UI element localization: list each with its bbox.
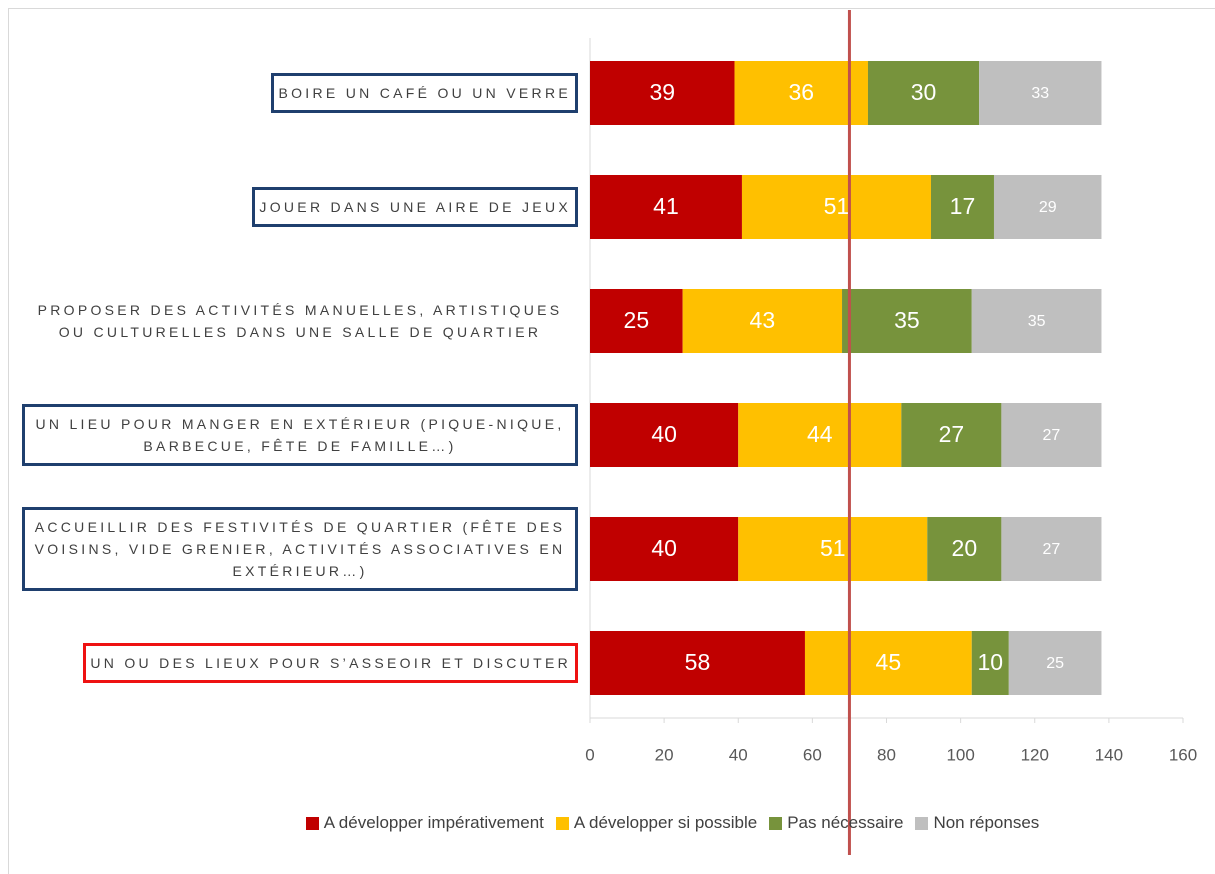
bar-segment (971, 289, 1102, 353)
data-label: 29 (1039, 199, 1057, 216)
category-label: UN LIEU POUR MANGER EN EXTÉRIEUR (PIQUE-… (22, 404, 578, 466)
x-tick-label: 140 (1095, 745, 1123, 764)
category-label: PROPOSER DES ACTIVITÉS MANUELLES, ARTIST… (37, 302, 563, 340)
bar-segment (734, 61, 868, 125)
category-label-row: BOIRE UN CAFÉ OU UN VERRE (0, 38, 578, 148)
x-tick-label: 40 (729, 745, 748, 764)
data-label: 44 (807, 421, 833, 447)
category-label: ACCUEILLIR DES FESTIVITÉS DE QUARTIER (F… (22, 507, 578, 591)
category-label: BOIRE UN CAFÉ OU UN VERRE (271, 73, 578, 113)
bar-segment (1001, 403, 1102, 467)
chart-border (8, 8, 1215, 874)
bar-segment (590, 61, 735, 125)
category-label-row: PROPOSER DES ACTIVITÉS MANUELLES, ARTIST… (0, 266, 578, 376)
bar-segment (804, 631, 972, 695)
data-label: 40 (651, 535, 677, 561)
x-tick-label: 100 (946, 745, 974, 764)
legend-item: A développer si possible (555, 813, 758, 833)
category-label-row: UN OU DES LIEUX POUR S’ASSEOIR ET DISCUT… (0, 608, 578, 718)
legend: A développer impérativement A développer … (0, 813, 1215, 833)
legend-item: A développer impérativement (305, 813, 544, 833)
bar-segment (590, 517, 739, 581)
data-label: 25 (1046, 655, 1064, 672)
data-label: 10 (977, 649, 1003, 675)
data-label: 41 (653, 193, 679, 219)
x-tick-label: 80 (877, 745, 896, 764)
bar-segment (738, 517, 928, 581)
bar-segment (738, 403, 902, 467)
legend-label: A développer si possible (573, 813, 758, 832)
x-tick-label: 20 (655, 745, 674, 764)
data-label: 25 (624, 307, 650, 333)
bar-segment (842, 289, 972, 353)
data-label: 40 (651, 421, 677, 447)
legend-swatch (555, 816, 569, 830)
bar-segment (590, 175, 742, 239)
data-label: 33 (1031, 85, 1049, 102)
data-label: 39 (649, 79, 675, 105)
legend-swatch (915, 816, 929, 830)
bar-segment (927, 517, 1002, 581)
category-label-row: JOUER DANS UNE AIRE DE JEUX (0, 152, 578, 262)
bar-segment (590, 289, 683, 353)
category-label: JOUER DANS UNE AIRE DE JEUX (252, 187, 578, 227)
x-tick-label: 0 (585, 745, 594, 764)
data-label: 51 (820, 535, 846, 561)
data-label: 20 (952, 535, 978, 561)
bar-segment (979, 61, 1102, 125)
x-tick-label: 120 (1021, 745, 1049, 764)
legend-swatch (305, 816, 319, 830)
legend-swatch (769, 816, 783, 830)
data-label: 27 (939, 421, 965, 447)
bar-segment (682, 289, 843, 353)
bar-segment (1008, 631, 1102, 695)
data-label: 58 (685, 649, 711, 675)
category-label: UN OU DES LIEUX POUR S’ASSEOIR ET DISCUT… (83, 643, 578, 683)
bar-segment (901, 403, 1002, 467)
data-label: 27 (1043, 541, 1061, 558)
bar-segment (1001, 517, 1102, 581)
legend-item: Pas nécessaire (769, 813, 903, 833)
data-label: 35 (1028, 313, 1046, 330)
legend-label: Pas nécessaire (787, 813, 904, 832)
category-label-row: UN LIEU POUR MANGER EN EXTÉRIEUR (PIQUE-… (0, 380, 578, 490)
data-label: 35 (894, 307, 920, 333)
bar-segment (741, 175, 931, 239)
data-label: 17 (950, 193, 976, 219)
legend-item: Non réponses (915, 813, 1039, 833)
legend-label: Non réponses (933, 813, 1040, 832)
data-label: 43 (750, 307, 776, 333)
bar-segment (930, 175, 994, 239)
bar-segment (590, 403, 739, 467)
bar-segment (590, 631, 805, 695)
legend-label: A développer impérativement (323, 813, 544, 832)
data-label: 45 (876, 649, 902, 675)
data-label: 51 (824, 193, 850, 219)
bar-segment (867, 61, 980, 125)
data-label: 27 (1043, 427, 1061, 444)
x-tick-label: 160 (1169, 745, 1197, 764)
bar-segment (993, 175, 1102, 239)
data-label: 36 (788, 79, 814, 105)
data-label: 30 (911, 79, 937, 105)
category-label-row: ACCUEILLIR DES FESTIVITÉS DE QUARTIER (F… (0, 494, 578, 604)
bar-segment (971, 631, 1009, 695)
x-tick-label: 60 (803, 745, 822, 764)
